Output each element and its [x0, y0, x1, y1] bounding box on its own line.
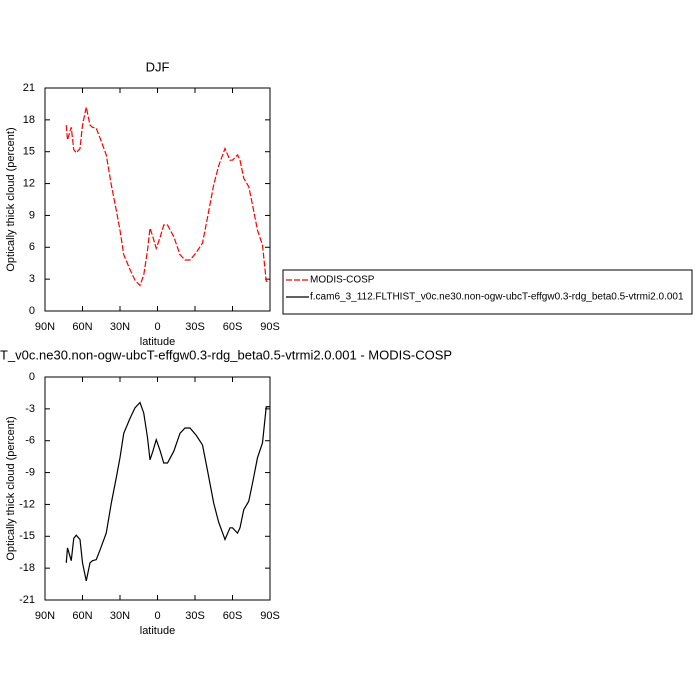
x-tick-label: 90N [35, 321, 55, 333]
chart-title: DJF [146, 59, 170, 74]
plot-frame [44, 376, 271, 601]
y-tick-label: 21 [23, 82, 35, 94]
y-tick-label: -9 [25, 466, 35, 478]
y-tick-label: 9 [29, 209, 35, 221]
x-tick-label: 30N [110, 610, 130, 622]
x-tick-label: 30S [185, 321, 205, 333]
y-tick-label: 12 [23, 177, 35, 189]
x-tick-label: 90S [260, 610, 280, 622]
x-tick-label: 0 [154, 321, 160, 333]
data-line [65, 401, 270, 582]
y-tick-label: -12 [19, 498, 35, 510]
y-tick-label: -21 [19, 594, 35, 606]
data-line [65, 106, 270, 287]
x-tick-label: 60S [223, 610, 243, 622]
x-tick-label: 60N [72, 610, 92, 622]
y-tick-label: -18 [19, 562, 35, 574]
y-axis-label: Optically thick cloud (percent) [5, 416, 17, 560]
x-tick-label: 60N [72, 321, 92, 333]
x-tick-label: 90N [35, 610, 55, 622]
y-tick-label: -15 [19, 530, 35, 542]
x-tick-label: 60S [223, 321, 243, 333]
legend-label: f.cam6_3_112.FLTHIST_v0c.ne30.non-ogw-ub… [310, 292, 684, 303]
x-tick-label: 0 [154, 610, 160, 622]
y-tick-label: 18 [23, 114, 35, 126]
chart-title: T_v0c.ne30.non-ogw-ubcT-effgw0.3-rdg_bet… [0, 347, 452, 362]
legend-label: MODIS-COSP [310, 275, 375, 286]
y-tick-label: 0 [29, 305, 35, 317]
y-tick-label: -6 [25, 435, 35, 447]
y-tick-label: 15 [23, 146, 35, 158]
y-tick-label: 6 [29, 241, 35, 253]
x-axis-label: latitude [140, 625, 175, 637]
y-tick-label: 3 [29, 273, 35, 285]
x-tick-label: 90S [260, 321, 280, 333]
x-axis-label: latitude [140, 336, 175, 348]
x-tick-label: 30S [185, 610, 205, 622]
y-tick-label: -3 [25, 403, 35, 415]
plot-frame [44, 87, 271, 312]
legend-box [282, 269, 693, 315]
y-axis-label: Optically thick cloud (percent) [5, 127, 17, 271]
y-tick-label: 0 [29, 371, 35, 383]
x-tick-label: 30N [110, 321, 130, 333]
